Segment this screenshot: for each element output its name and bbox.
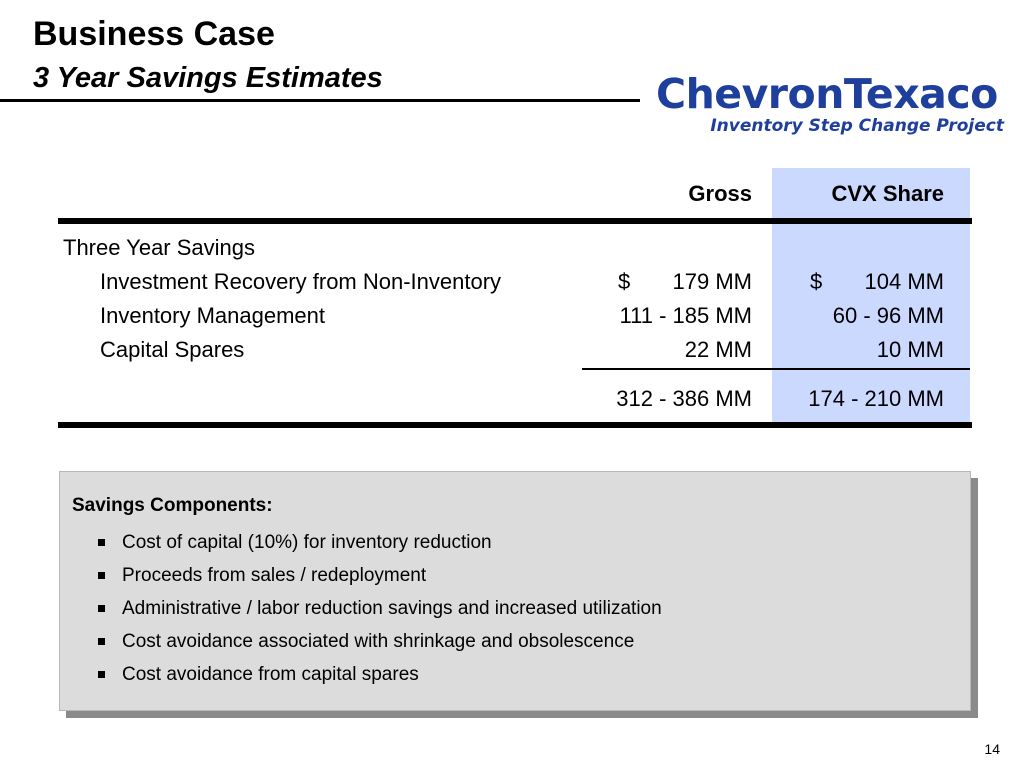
gross-value: 111 - 185 MM	[619, 303, 752, 328]
subtotal-rule	[582, 368, 970, 370]
section-label: Three Year Savings	[63, 235, 256, 260]
list-item-text: Cost avoidance from capital spares	[122, 664, 419, 685]
list-item-text: Administrative / labor reduction savings…	[122, 598, 662, 619]
cvx-share-highlight	[772, 168, 970, 426]
list-item: Proceeds from sales / redeployment	[98, 559, 662, 592]
row-label: Capital Spares	[100, 337, 245, 362]
column-header-cvx-share: CVX Share	[831, 181, 945, 206]
company-logo: ChevronTexaco Inventory Step Change Proj…	[656, 70, 1004, 136]
cvx-total: 174 - 210 MM	[808, 386, 944, 411]
list-item: Cost avoidance from capital spares	[98, 658, 662, 691]
column-header-gross: Gross	[688, 181, 752, 206]
gross-dollar-sign: $	[618, 269, 631, 294]
cvx-value: 104 MM	[864, 269, 944, 294]
square-bullet-icon	[98, 671, 105, 678]
list-item: Administrative / labor reduction savings…	[98, 592, 662, 625]
gross-total: 312 - 386 MM	[616, 386, 752, 411]
savings-components-box: Savings Components: Cost of capital (10%…	[59, 471, 971, 711]
footer-rule	[58, 422, 972, 428]
header-rule	[58, 218, 972, 224]
page-subtitle: 3 Year Savings Estimates	[33, 62, 383, 94]
page-title: Business Case	[33, 15, 275, 53]
square-bullet-icon	[98, 539, 105, 546]
gross-value: 22 MM	[684, 337, 752, 362]
square-bullet-icon	[98, 572, 105, 579]
logo-tagline: Inventory Step Change Project	[710, 116, 1004, 136]
cvx-value: 10 MM	[876, 337, 944, 362]
gross-value: 179 MM	[672, 269, 752, 294]
logo-wordmark: ChevronTexaco	[656, 70, 998, 118]
row-label: Inventory Management	[100, 303, 326, 328]
list-item-text: Cost of capital (10%) for inventory redu…	[122, 532, 492, 553]
list-item-text: Cost avoidance associated with shrinkage…	[122, 631, 635, 652]
row-label: Investment Recovery from Non-Inventory	[100, 269, 502, 294]
savings-components-heading: Savings Components:	[72, 495, 273, 516]
cvx-value: 60 - 96 MM	[832, 303, 944, 328]
title-divider	[0, 99, 640, 102]
list-item: Cost of capital (10%) for inventory redu…	[98, 526, 662, 559]
square-bullet-icon	[98, 605, 105, 612]
cvx-dollar-sign: $	[810, 269, 823, 294]
list-item: Cost avoidance associated with shrinkage…	[98, 625, 662, 658]
list-item-text: Proceeds from sales / redeployment	[122, 565, 427, 586]
savings-table: Gross CVX Share Three Year Savings Inves…	[58, 168, 972, 430]
savings-components-list: Cost of capital (10%) for inventory redu…	[98, 526, 662, 691]
square-bullet-icon	[98, 638, 105, 645]
page-number: 14	[984, 741, 1000, 757]
